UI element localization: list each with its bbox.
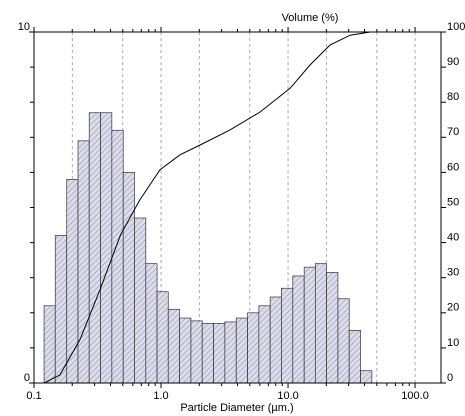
y2-axis-title: Volume (%) [282,12,339,24]
bar [281,287,294,384]
bar [100,112,113,384]
y2-tick-label: 80 [447,91,459,103]
bar [258,305,271,384]
bar [235,317,248,384]
bar [303,266,316,384]
bar [292,275,305,384]
bar [156,291,169,384]
bar [190,320,203,384]
bar [77,140,90,384]
bar [167,308,180,384]
bar [326,272,339,384]
y2-tick-label: 90 [447,56,459,68]
y2-tick-label: 0 [447,372,453,384]
bar [88,112,101,384]
bar [111,129,124,384]
y2-tick-label: 40 [447,232,459,244]
y2-tick-label: 60 [447,161,459,173]
x-tick-label: 1.0 [153,390,168,402]
y2-tick-label: 70 [447,126,459,138]
bar [134,217,147,384]
bar [269,296,282,384]
y-tick-label: 0 [24,372,30,384]
bar [213,322,226,384]
bar [122,172,135,384]
y-tick-label: 10 [18,21,30,33]
bar [314,263,327,384]
y2-tick-label: 50 [447,196,459,208]
bar [201,322,214,384]
y2-tick-label: 10 [447,337,459,349]
x-tick-label: 10.0 [277,390,298,402]
x-axis-title: Particle Diameter (µm.) [180,402,293,414]
bar [145,263,158,384]
cumulative-line [43,31,441,384]
bar [179,317,192,384]
bar [337,298,350,384]
bar [224,321,237,384]
y2-tick-label: 20 [447,302,459,314]
bar [348,330,361,384]
x-tick-label: 0.1 [26,390,41,402]
bar [54,235,68,384]
y2-tick-label: 30 [447,267,459,279]
bar [247,312,260,384]
bar [43,305,56,384]
y2-tick-label: 100 [447,21,465,33]
x-tick-label: 100.0 [401,390,429,402]
bar [360,370,373,384]
